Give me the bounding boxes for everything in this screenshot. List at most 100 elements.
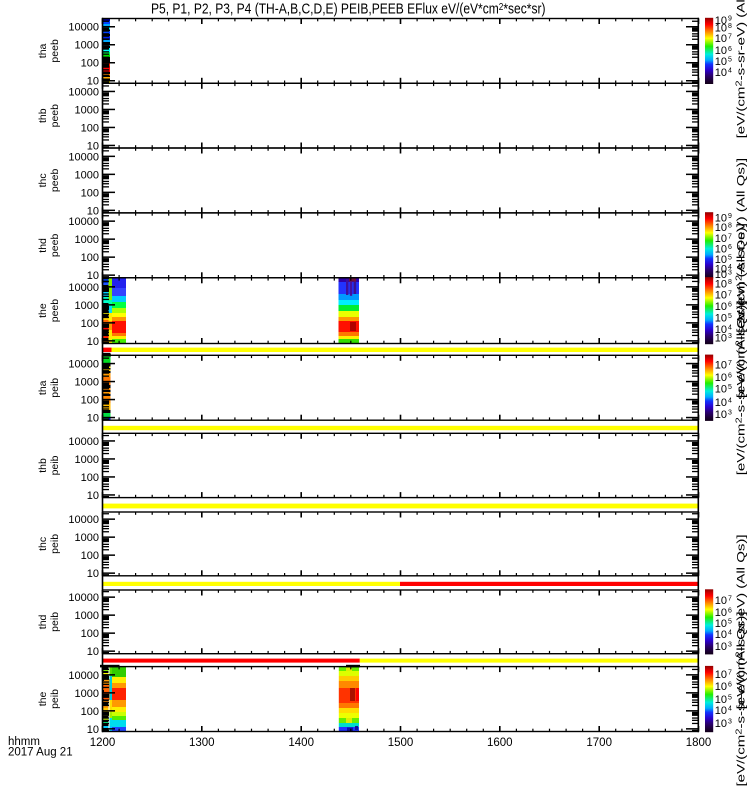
svg-text:5: 5: [728, 619, 732, 626]
svg-text:6: 6: [728, 682, 732, 689]
svg-text:peib: peib: [49, 455, 61, 475]
svg-text:7: 7: [728, 34, 732, 41]
svg-text:8: 8: [728, 23, 732, 30]
svg-text:4: 4: [728, 630, 732, 637]
svg-text:10: 10: [715, 694, 727, 706]
svg-text:peeb: peeb: [49, 104, 61, 128]
svg-text:1600: 1600: [487, 737, 513, 749]
svg-text:1000: 1000: [75, 610, 99, 622]
svg-text:100: 100: [81, 58, 99, 70]
svg-text:4: 4: [728, 68, 732, 75]
svg-text:10: 10: [87, 205, 99, 217]
svg-text:10000: 10000: [68, 151, 99, 163]
svg-text:10: 10: [715, 213, 727, 225]
svg-text:thc: thc: [37, 537, 49, 551]
svg-text:5: 5: [728, 313, 732, 320]
svg-text:5: 5: [728, 255, 732, 262]
svg-text:100: 100: [81, 472, 99, 484]
svg-text:10: 10: [87, 490, 99, 502]
svg-text:10000: 10000: [68, 436, 99, 448]
svg-text:6: 6: [728, 373, 732, 380]
svg-text:10: 10: [715, 45, 727, 57]
svg-text:7: 7: [728, 596, 732, 603]
svg-text:3: 3: [728, 719, 732, 726]
svg-text:[eV/(cm2-s-sr-eV) (All Qs)]: [eV/(cm2-s-sr-eV) (All Qs)]: [735, 534, 748, 709]
svg-text:7: 7: [728, 360, 732, 367]
svg-text:9: 9: [728, 16, 732, 23]
svg-text:10: 10: [715, 301, 727, 313]
svg-text:1800: 1800: [686, 737, 712, 749]
svg-text:4: 4: [728, 264, 732, 271]
svg-text:10000: 10000: [68, 22, 99, 34]
svg-text:7: 7: [728, 290, 732, 297]
svg-text:10000: 10000: [68, 282, 99, 294]
svg-text:thb: thb: [37, 108, 49, 123]
svg-text:10000: 10000: [68, 592, 99, 604]
svg-text:1000: 1000: [75, 234, 99, 246]
svg-text:10: 10: [715, 641, 727, 653]
svg-text:10: 10: [715, 222, 727, 234]
svg-text:100: 100: [81, 187, 99, 199]
svg-text:1000: 1000: [75, 377, 99, 389]
svg-text:1300: 1300: [189, 737, 215, 749]
svg-text:8: 8: [728, 223, 732, 230]
svg-text:6: 6: [728, 302, 732, 309]
svg-text:10: 10: [715, 397, 727, 409]
svg-text:100: 100: [81, 550, 99, 562]
svg-text:P5, P1, P2, P3, P4 (TH-A,B,C,D: P5, P1, P2, P3, P4 (TH-A,B,C,D,E) PEIB,P…: [151, 2, 546, 18]
svg-text:3: 3: [728, 333, 732, 340]
svg-text:10: 10: [87, 336, 99, 348]
svg-text:peib: peib: [49, 378, 61, 398]
svg-text:3: 3: [728, 270, 732, 277]
svg-text:1000: 1000: [75, 40, 99, 52]
svg-text:1000: 1000: [75, 104, 99, 116]
svg-text:peeb: peeb: [49, 169, 61, 193]
svg-text:10000: 10000: [68, 216, 99, 228]
svg-text:thd: thd: [37, 238, 49, 253]
svg-text:hhmm: hhmm: [8, 736, 40, 748]
svg-text:10: 10: [715, 384, 727, 396]
svg-text:7: 7: [728, 234, 732, 241]
svg-text:10: 10: [715, 67, 727, 79]
svg-text:2017 Aug 21: 2017 Aug 21: [8, 747, 73, 759]
svg-text:100: 100: [81, 318, 99, 330]
svg-text:peib: peib: [49, 534, 61, 554]
svg-text:tha: tha: [37, 380, 49, 395]
svg-text:4: 4: [728, 398, 732, 405]
svg-text:the: the: [37, 303, 49, 318]
svg-text:10: 10: [715, 718, 727, 730]
svg-text:100: 100: [81, 628, 99, 640]
svg-text:10: 10: [87, 568, 99, 580]
svg-text:[eV/(cm2-s-sr-eV) (All Qs)]: [eV/(cm2-s-sr-eV) (All Qs)]: [735, 158, 748, 333]
svg-text:[eV/(cm2-s-sr-eV) (All Qs)]: [eV/(cm2-s-sr-eV) (All Qs)]: [735, 612, 748, 787]
svg-text:4: 4: [728, 324, 732, 331]
svg-text:6: 6: [728, 46, 732, 53]
svg-text:10: 10: [87, 646, 99, 658]
svg-text:5: 5: [728, 384, 732, 391]
svg-text:10: 10: [715, 595, 727, 607]
svg-text:10: 10: [715, 290, 727, 302]
svg-text:10: 10: [715, 607, 727, 619]
svg-text:10: 10: [715, 264, 727, 276]
svg-text:10: 10: [87, 270, 99, 282]
svg-text:10: 10: [715, 324, 727, 336]
svg-text:10: 10: [715, 33, 727, 45]
svg-text:100: 100: [81, 122, 99, 134]
svg-text:7: 7: [728, 670, 732, 677]
svg-text:10: 10: [715, 312, 727, 324]
svg-text:10: 10: [715, 681, 727, 693]
svg-text:[eV/(cm2-s-sr-eV) (All Qs)]: [eV/(cm2-s-sr-eV) (All Qs)]: [735, 300, 748, 475]
svg-text:3: 3: [728, 410, 732, 417]
svg-text:peeb: peeb: [49, 234, 61, 258]
svg-text:1700: 1700: [586, 737, 612, 749]
svg-text:1500: 1500: [388, 737, 414, 749]
svg-text:10000: 10000: [68, 359, 99, 371]
svg-text:[eV/(cm2-s-sr-eV) (All Qs)]: [eV/(cm2-s-sr-eV) (All Qs)]: [735, 0, 748, 138]
svg-text:5: 5: [728, 57, 732, 64]
svg-text:10: 10: [715, 618, 727, 630]
svg-text:10: 10: [715, 705, 727, 717]
svg-text:10: 10: [87, 413, 99, 425]
svg-text:100: 100: [81, 252, 99, 264]
svg-text:6: 6: [728, 244, 732, 251]
svg-text:100: 100: [81, 706, 99, 718]
